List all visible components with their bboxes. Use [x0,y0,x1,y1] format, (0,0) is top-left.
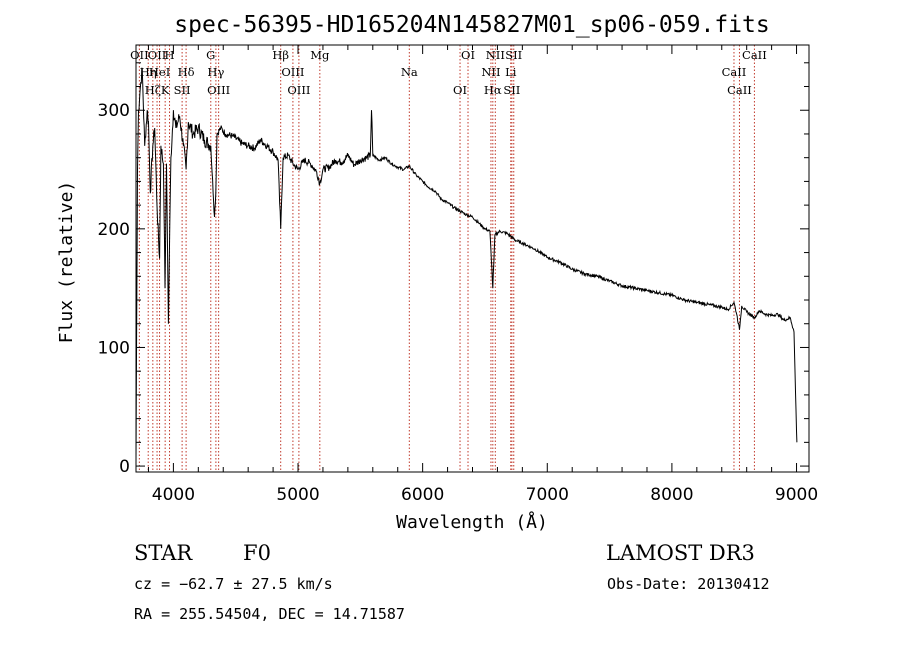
x-tick-label: 8000 [650,485,693,505]
y-axis-ticks: 0 100 200 300 [98,62,809,477]
x-tick-label: 6000 [401,485,444,505]
y-tick-label: 100 [98,338,130,358]
object-subclass: F0 [243,541,271,565]
line-marker-label: Hγ [207,65,224,79]
line-marker-label: Hα [484,83,502,97]
spectral-line-labels: OIIHηHζOIIHeIKHHδSIIGHγOIIIHβOIIIOIIIMgN… [130,48,767,97]
line-marker-label: K [161,83,170,97]
line-marker-label: Mg [310,48,330,62]
line-marker-label: HeI [149,65,170,79]
y-tick-label: 300 [98,101,130,121]
line-marker-label: NII [486,48,505,62]
line-marker-label: OIII [287,83,310,97]
obs-date-text: Obs-Date: 20130412 [607,575,770,593]
chart-title: spec-56395-HD165204N145827M01_sp06-059.f… [174,12,769,38]
line-marker-label: OII [130,48,149,62]
x-tick-label: 9000 [775,485,818,505]
line-marker-label: SII [505,48,522,62]
x-tick-label: 4000 [152,485,195,505]
y-tick-label: 0 [119,457,130,477]
x-tick-label: 7000 [526,485,569,505]
spectrum-line [135,67,798,461]
y-axis-label: Flux (relative) [56,181,77,344]
line-marker-label: Hδ [178,65,195,79]
redshift-text: cz = −62.7 ± 27.5 km/s [134,575,333,593]
line-marker-label: OIII [281,65,304,79]
line-marker-label: H [165,48,175,62]
line-marker-label: CaII [722,65,747,79]
line-marker-label: OI [453,83,467,97]
line-marker-label: G [206,48,215,62]
survey-name: LAMOST DR3 [606,541,755,565]
y-tick-label: 200 [98,220,130,240]
line-marker-label: CaII [727,83,752,97]
object-class: STAR [134,541,193,565]
line-marker-label: Li [505,65,517,79]
line-marker-label: CaII [742,48,767,62]
line-marker-label: NII [481,65,500,79]
coordinates-text: RA = 255.54504, DEC = 14.71587 [134,605,405,623]
line-marker-label: SII [174,83,191,97]
x-axis-label: Wavelength (Å) [396,511,548,533]
line-marker-label: Hη [140,65,157,79]
line-marker-label: OI [461,48,475,62]
line-marker-label: SII [503,83,520,97]
line-marker-label: Hβ [272,48,289,62]
plot-frame [135,44,810,473]
spectral-line-markers [138,45,755,472]
x-axis-ticks: 4000 5000 6000 7000 8000 9000 [147,45,818,505]
line-marker-label: OIII [207,83,230,97]
line-marker-label: OII [148,48,167,62]
x-tick-label: 5000 [276,485,319,505]
line-marker-label: Na [401,65,418,79]
line-marker-label: Hζ [145,83,161,97]
